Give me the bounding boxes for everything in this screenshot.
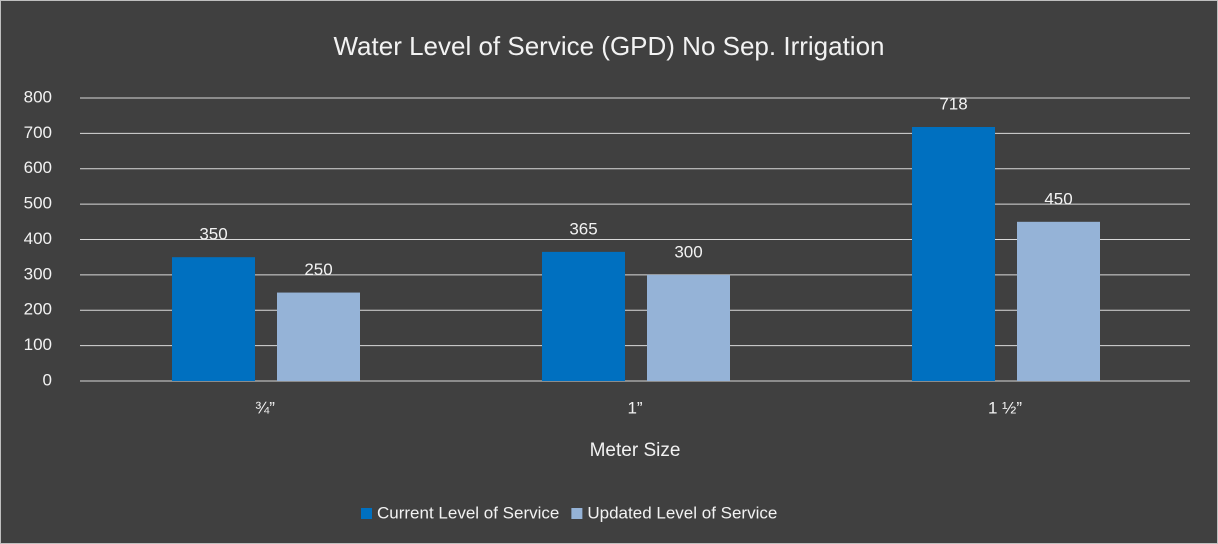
data-label: 300 <box>674 242 702 261</box>
chart-title: Water Level of Service (GPD) No Sep. Irr… <box>333 31 884 61</box>
legend-swatch <box>361 508 372 519</box>
data-label: 250 <box>304 260 332 279</box>
y-tick-label: 800 <box>24 87 52 106</box>
legend-label: Current Level of Service <box>377 503 559 522</box>
x-tick-label: 1” <box>627 398 642 417</box>
data-label: 450 <box>1044 189 1072 208</box>
data-label: 718 <box>939 94 967 113</box>
bar <box>542 251 625 381</box>
y-tick-label: 700 <box>24 123 52 142</box>
y-tick-label: 200 <box>24 300 52 319</box>
x-axis-label: Meter Size <box>590 440 681 461</box>
bar <box>1017 221 1100 381</box>
data-label: 365 <box>569 219 597 238</box>
data-label: 350 <box>199 225 227 244</box>
legend-label: Updated Level of Service <box>587 503 777 522</box>
y-tick-label: 0 <box>43 370 52 389</box>
bar <box>912 127 995 381</box>
bar <box>647 274 730 381</box>
legend-swatch <box>571 508 583 519</box>
y-tick-label: 300 <box>24 264 52 283</box>
x-tick-label: 1 ½” <box>988 398 1022 417</box>
y-tick-label: 400 <box>24 229 52 248</box>
y-tick-label: 100 <box>24 335 52 354</box>
y-tick-label: 600 <box>24 158 52 177</box>
bar <box>172 257 255 381</box>
bar <box>277 292 360 381</box>
x-tick-label: ¾” <box>255 398 275 417</box>
y-tick-label: 500 <box>24 194 52 213</box>
